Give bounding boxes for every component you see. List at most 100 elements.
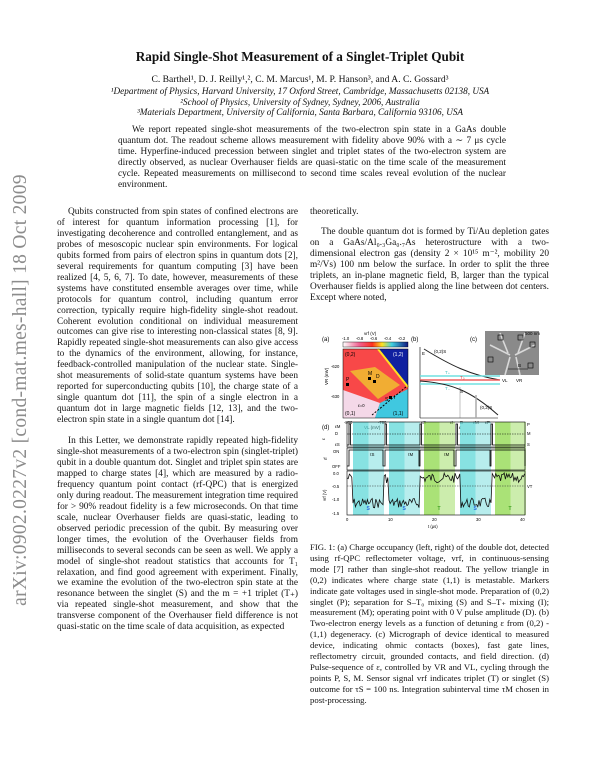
epsilon-pulse-trace xyxy=(347,423,525,446)
colorbar-tick: -0.8 xyxy=(356,336,364,341)
x-tick: εP xyxy=(485,420,490,425)
affiliation-2: ²School of Physics, University of Sydney… xyxy=(180,96,420,107)
eps-point: S xyxy=(527,442,530,447)
rf-label: rf xyxy=(323,457,328,460)
outcome-band xyxy=(424,422,440,515)
epsilon-zero-label: ε=0 xyxy=(358,403,365,408)
marker-label: S xyxy=(385,397,389,403)
field-label: B xyxy=(518,363,521,368)
affiliation-1: ¹Department of Physics, Harvard Universi… xyxy=(110,86,490,96)
x-tick: 10 xyxy=(388,517,393,522)
x-tick: 40 xyxy=(520,517,525,522)
x-axis-label: VL (mV) xyxy=(364,425,381,430)
outcome-label: S xyxy=(403,506,407,512)
marker-p xyxy=(346,383,349,386)
x-tick: εS xyxy=(421,420,426,425)
y-axis-label: VR (mV) xyxy=(324,367,329,385)
region-label: (0,1) xyxy=(345,411,356,417)
threshold-label: VT xyxy=(527,484,533,489)
affiliation-3: ³Materials Department, University of Cal… xyxy=(136,107,464,117)
tau-label: τM xyxy=(408,452,414,457)
y-tick: -1.5 xyxy=(332,511,340,516)
x-tick: -780 xyxy=(378,420,387,425)
tau-label: τS xyxy=(370,452,375,457)
y-tick: -630 xyxy=(331,394,340,399)
axis-label: E xyxy=(422,351,425,356)
left-column: Qubits constructed from spin states of c… xyxy=(57,207,298,633)
level-label: T₊ xyxy=(445,370,451,375)
x-tick: εI xyxy=(450,420,453,425)
figure-1: (a) vrf (V) -1.0 -0.8 -0.6 -0.4 -0.2 (0,… xyxy=(321,331,540,529)
level-label: T₋ xyxy=(445,386,451,391)
level-label: (0,2)S xyxy=(434,349,446,354)
eps-tick: εM xyxy=(335,424,341,429)
x-tick: 20 xyxy=(432,517,437,522)
y-tick: -620 xyxy=(331,364,340,369)
author-list: C. Barthel¹, D. J. Reilly¹,², C. M. Marc… xyxy=(151,74,449,85)
x-tick: 30 xyxy=(476,517,481,522)
colorbar-label: vrf (V) xyxy=(364,331,377,336)
outcome-label: T xyxy=(509,506,512,512)
region-label: (1,1) xyxy=(393,411,404,417)
colorbar-tick: -0.2 xyxy=(398,336,406,341)
pulse-traces xyxy=(346,423,526,509)
rf-tick: ON xyxy=(333,449,339,454)
body-paragraph: In this Letter, we demonstrate rapidly r… xyxy=(57,436,298,633)
right-column: theoretically. The double quantum dot is… xyxy=(310,207,549,304)
marker-m xyxy=(368,377,371,380)
panel-label-c: (c) xyxy=(470,337,477,343)
level-label: (0,2)S xyxy=(480,405,492,410)
vrf-axis-label: vrf (V) xyxy=(322,489,327,501)
colorbar-tick: -0.4 xyxy=(384,336,392,341)
marker-s xyxy=(389,396,392,399)
outcome-label: S xyxy=(474,506,478,512)
abstract-text: We report repeated single-shot measureme… xyxy=(118,125,506,191)
eps-point: P xyxy=(527,422,530,427)
level-label: S xyxy=(460,389,463,394)
rf-gate-trace xyxy=(347,449,526,467)
outcome-band xyxy=(439,422,455,515)
gate-label: VL xyxy=(502,378,508,383)
outcome-band xyxy=(475,422,491,515)
panel-label-b: (b) xyxy=(411,337,418,343)
scale-bar-label: 500 nm xyxy=(525,331,540,336)
outcome-band xyxy=(495,422,511,515)
x-tick: 0 xyxy=(346,517,349,522)
colorbar-tick: -0.6 xyxy=(370,336,378,341)
panel-label-d: (d) xyxy=(322,425,329,431)
body-paragraph: The double quantum dot is formed by Ti/A… xyxy=(310,226,549,303)
level-label: T₀ xyxy=(460,375,465,380)
arxiv-stamp: arXiv:0902.0227v2 [cond-mat.mes-hall] 18… xyxy=(10,174,31,606)
charge-map xyxy=(342,348,409,419)
gate-label: VR xyxy=(516,378,523,383)
colorbar xyxy=(342,341,409,348)
outcome-band xyxy=(353,422,369,515)
abstract: We report repeated single-shot measureme… xyxy=(118,125,506,192)
panel-label-a: (a) xyxy=(322,337,329,343)
y-tick: -0.5 xyxy=(332,484,340,489)
x-axis-label: t (μs) xyxy=(428,524,438,529)
rf-tick: OFF xyxy=(332,464,341,469)
y-tick: 0.0 xyxy=(333,471,339,476)
marker-label: M xyxy=(368,371,372,377)
region-label: (0,2) xyxy=(345,352,356,358)
marker-label: I xyxy=(394,395,395,401)
outcome-band xyxy=(510,422,526,515)
eps-label: ε xyxy=(321,438,326,440)
marker-d xyxy=(373,380,376,383)
colorbar-tick: -1.0 xyxy=(342,336,350,341)
body-paragraph-continued: theoretically. xyxy=(310,207,359,217)
eps-point: M xyxy=(527,431,531,436)
figure-caption: FIG. 1: (a) Charge occupancy (left, righ… xyxy=(310,542,549,705)
energy-diagram xyxy=(419,347,501,419)
marker-label: D xyxy=(376,374,380,380)
x-tick: -800 xyxy=(344,420,353,425)
device-micrograph xyxy=(485,331,539,376)
x-tick: εM xyxy=(473,420,479,425)
tau-label: τM xyxy=(444,452,450,457)
body-paragraph: Qubits constructed from spin states of c… xyxy=(57,207,298,426)
vrf-trace xyxy=(346,471,525,509)
panel-d-frames xyxy=(346,421,526,516)
marker-label: P xyxy=(346,377,350,383)
outcome-label: T xyxy=(438,506,441,512)
